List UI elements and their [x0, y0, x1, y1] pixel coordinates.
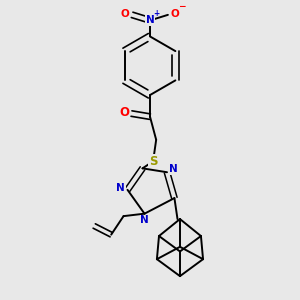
Text: −: − [178, 2, 186, 11]
Text: O: O [119, 106, 129, 119]
Text: N: N [116, 183, 125, 193]
Text: O: O [170, 9, 179, 19]
Text: N: N [146, 15, 154, 26]
Text: N: N [169, 164, 178, 174]
Text: N: N [140, 215, 149, 226]
Text: O: O [121, 9, 130, 19]
Text: S: S [149, 155, 157, 168]
Text: +: + [153, 8, 159, 17]
